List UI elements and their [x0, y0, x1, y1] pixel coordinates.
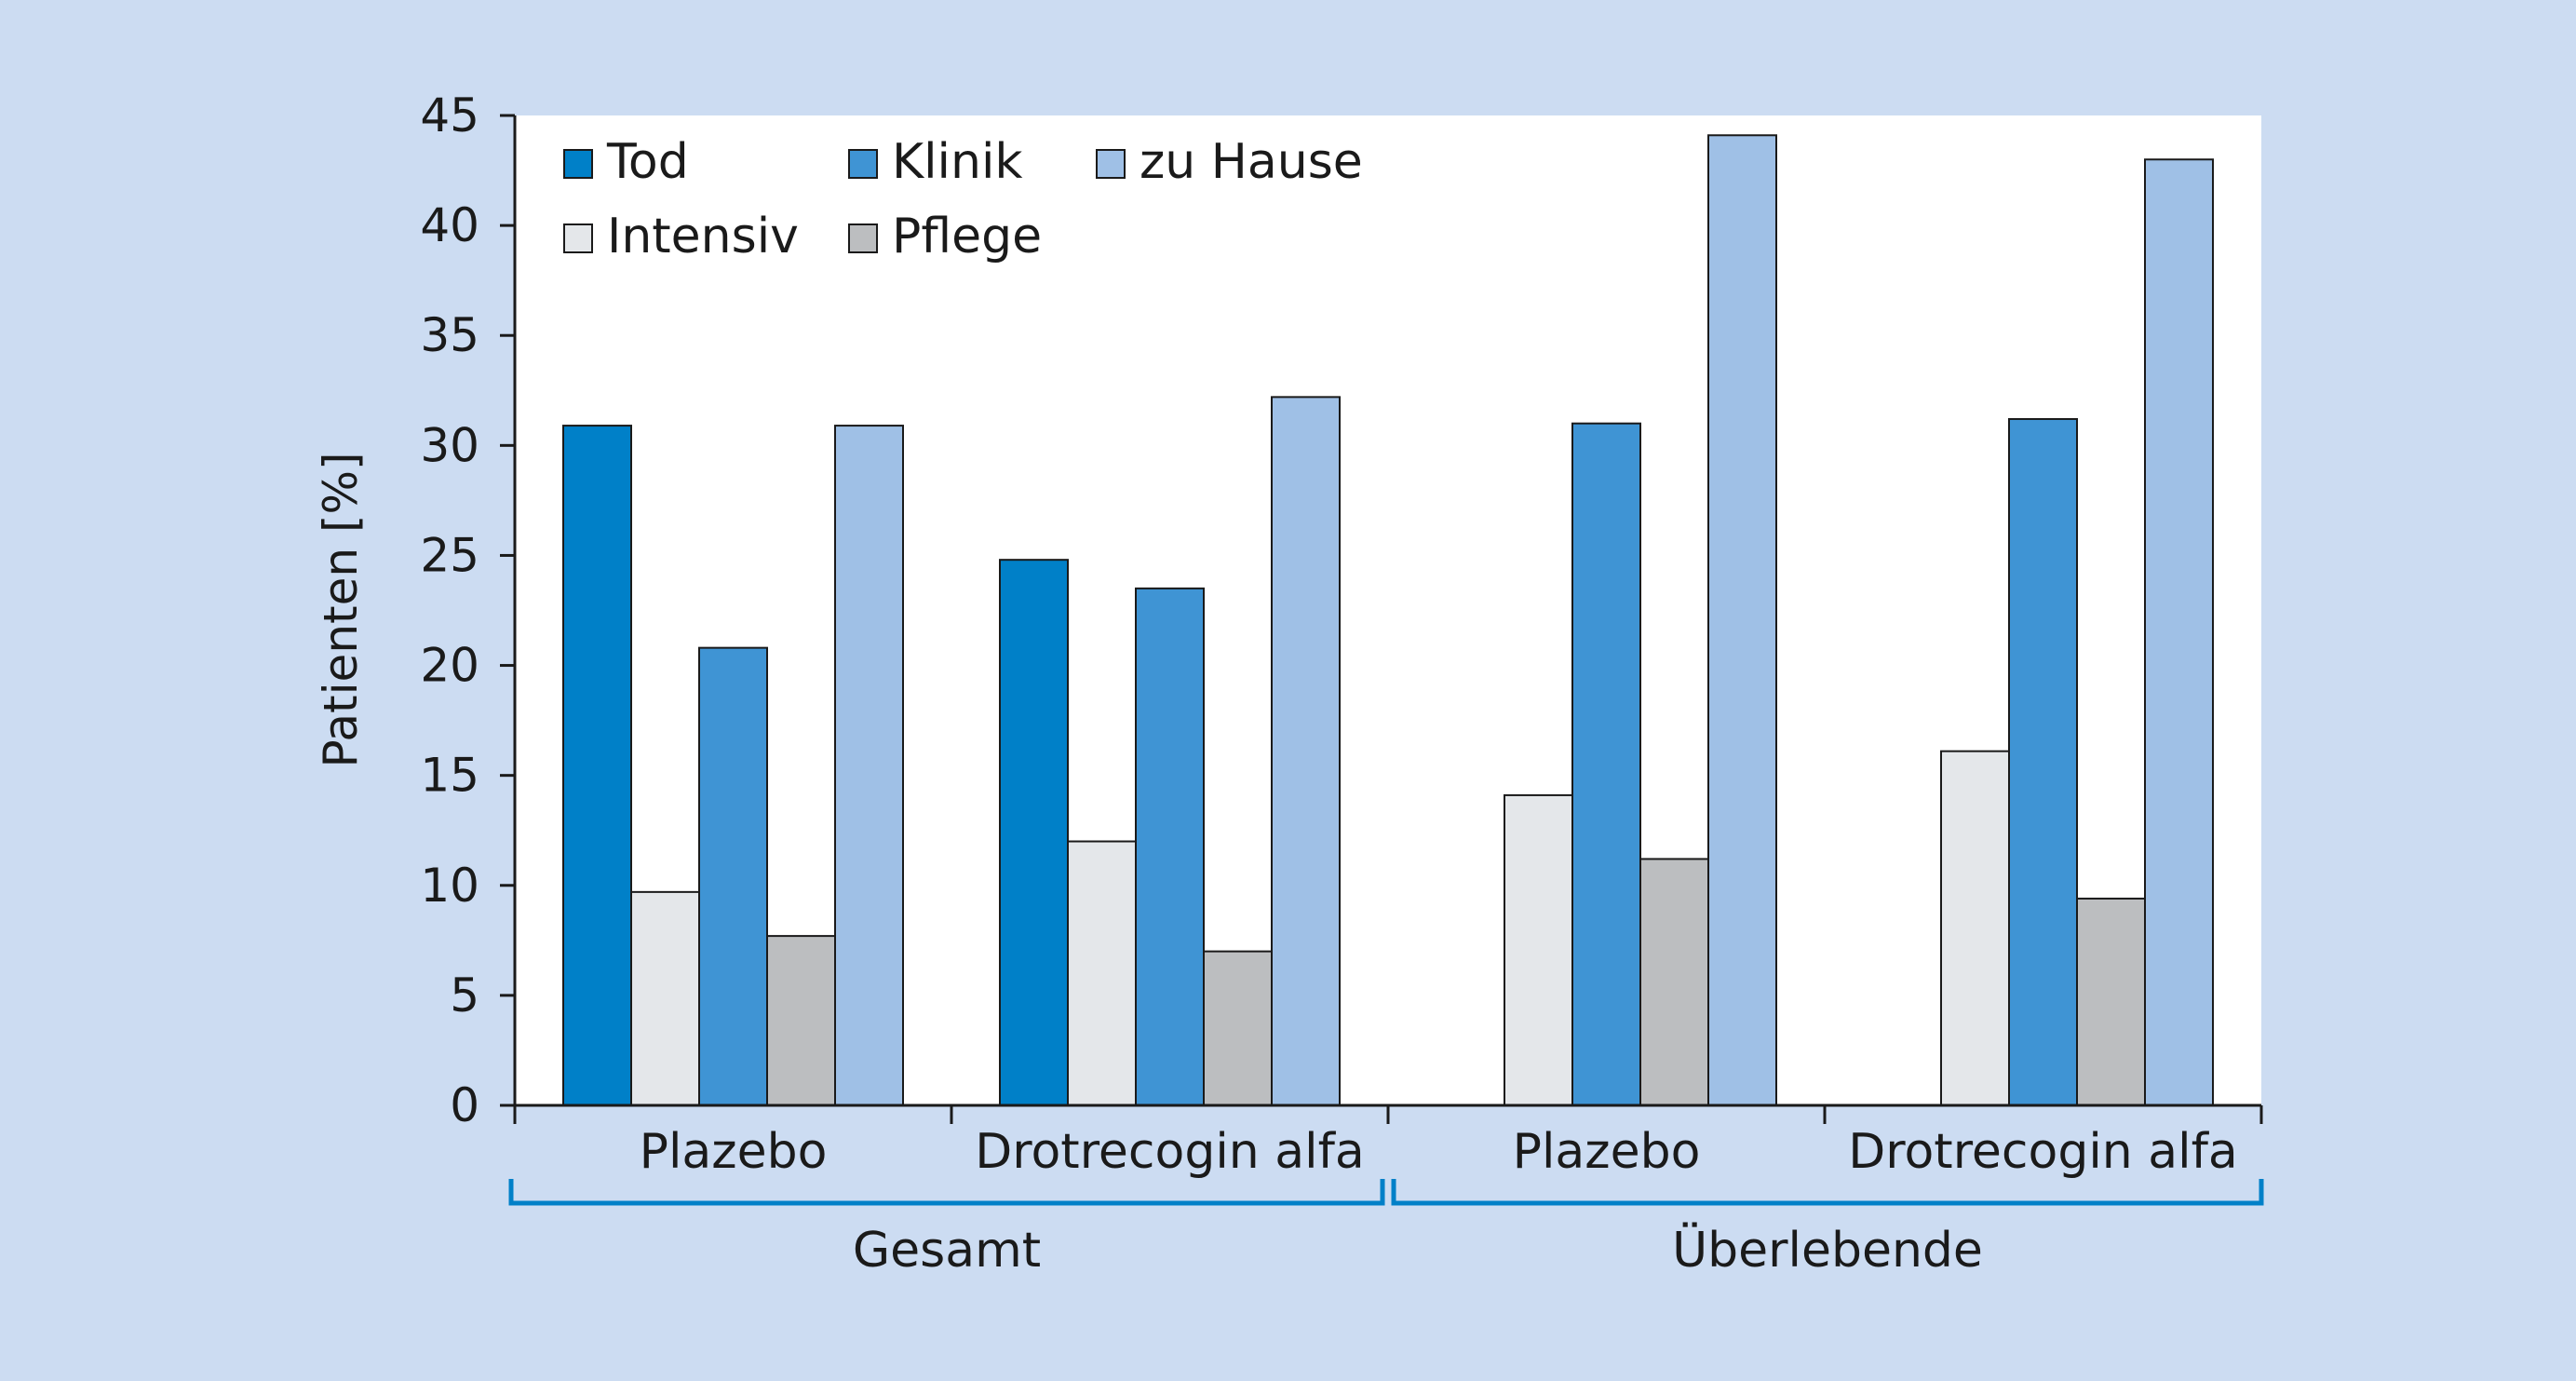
bar-klinik-0: [698, 646, 768, 1106]
legend-label: Intensiv: [607, 209, 799, 264]
bar-pflege-3: [2076, 897, 2146, 1106]
group-bracket: [1391, 1179, 2264, 1206]
y-tick-label: 5: [450, 968, 479, 1022]
bar-zu-hause-1: [1271, 396, 1341, 1106]
bar-zu-hause-0: [834, 425, 904, 1107]
y-tick-label: 30: [420, 418, 479, 472]
bar-klinik-3: [2008, 417, 2078, 1106]
labels-layer: 0 5 10 15 20 25 30 35 40 45 Plazebo Drotrecogin alf…: [314, 88, 2238, 1279]
bars-layer: [562, 134, 2214, 1107]
y-tick-label: 10: [420, 859, 479, 913]
bar-tod-1: [999, 559, 1069, 1106]
legend-label: Klinik: [892, 134, 1023, 190]
bar-zu-hause-2: [1707, 134, 1777, 1106]
y-tick-label: 25: [420, 528, 479, 582]
group-label: Überlebende: [1672, 1222, 1983, 1279]
axes-layer: [500, 114, 2264, 1206]
bar-intensiv-0: [630, 890, 700, 1106]
legend-swatch: [1096, 149, 1126, 179]
x-category-label: Drotrecogin alfa: [975, 1124, 1365, 1180]
group-label: Gesamt: [853, 1223, 1041, 1279]
x-category-label: Drotrecogin alfa: [1848, 1124, 2238, 1180]
legend-swatch: [563, 149, 593, 179]
legend-label: zu Hause: [1140, 134, 1363, 190]
bar-intensiv-2: [1504, 793, 1573, 1107]
legend-swatch: [848, 223, 878, 253]
bar-tod-0: [562, 425, 632, 1107]
y-tick-label: 20: [420, 639, 479, 693]
y-tick-label: 15: [420, 749, 479, 803]
y-tick-label: 35: [420, 308, 479, 362]
legend-swatch: [848, 149, 878, 179]
bar-pflege-0: [766, 935, 836, 1106]
x-category-label: Plazebo: [640, 1124, 828, 1180]
legend: Tod Klinik zu Hause Intensiv Pflege: [563, 134, 1363, 264]
bar-pflege-2: [1639, 858, 1709, 1106]
bar-intensiv-3: [1940, 750, 2010, 1107]
y-tick-label: 45: [420, 88, 479, 142]
legend-label: Pflege: [892, 209, 1042, 264]
x-category-label: Plazebo: [1513, 1124, 1701, 1180]
y-tick-label: 40: [420, 198, 479, 252]
y-axis-title: Patienten [%]: [314, 453, 368, 768]
bar-klinik-2: [1571, 422, 1641, 1106]
bar-klinik-1: [1135, 587, 1205, 1106]
y-tick-label: 0: [450, 1078, 479, 1132]
group-bracket: [508, 1179, 1385, 1206]
bar-zu-hause-3: [2144, 158, 2214, 1106]
bar-pflege-1: [1203, 950, 1273, 1107]
bar-intensiv-1: [1067, 840, 1137, 1106]
legend-swatch: [563, 223, 593, 253]
legend-label: Tod: [606, 134, 689, 190]
